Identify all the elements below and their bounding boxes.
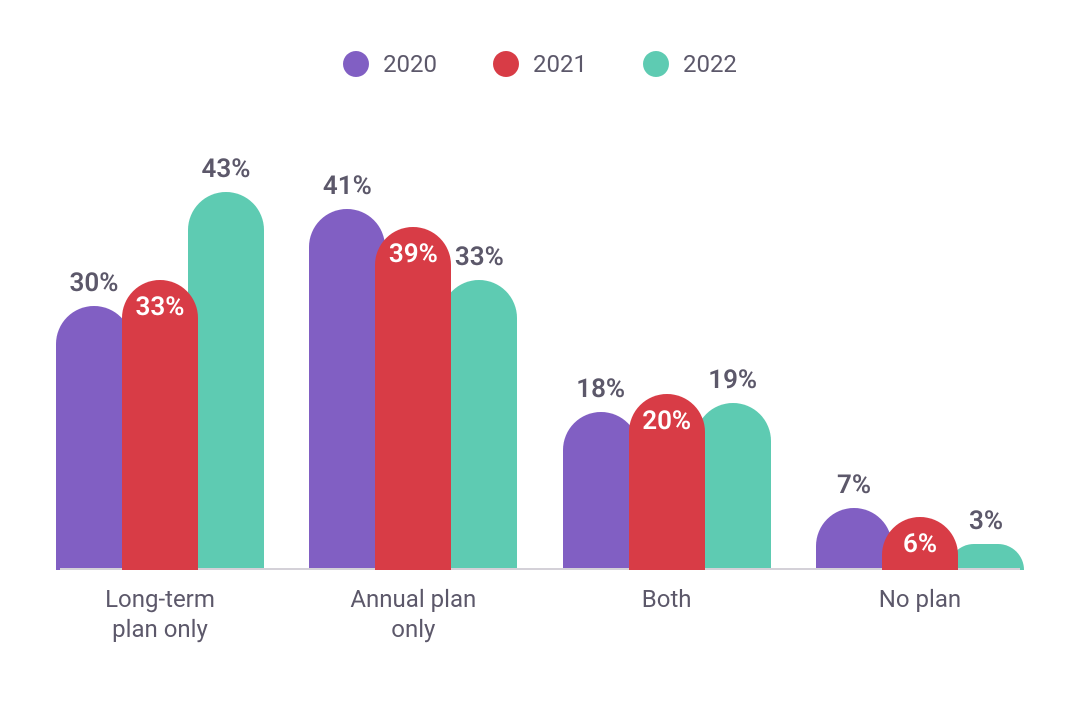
plot-area: 30%33%43%41%39%33%18%20%19%7%6%3% — [60, 130, 1020, 570]
legend: 2020 2021 2022 — [0, 50, 1080, 78]
bar-group: 30% 33% 43% — [60, 130, 260, 570]
baseline — [60, 568, 1020, 570]
x-axis-label: No plan — [820, 584, 1020, 644]
legend-item: 2020 — [343, 50, 437, 78]
x-axis-label: Both — [567, 584, 767, 644]
bar-value-label: 39% — [389, 239, 438, 269]
bar-value-label: 6% — [903, 529, 937, 559]
legend-label: 2022 — [683, 50, 737, 78]
legend-item: 2022 — [643, 50, 737, 78]
bar-value-label: 7% — [837, 470, 871, 500]
bar-group: 41% 39% 33% — [313, 130, 513, 570]
bar: 39% — [375, 227, 451, 570]
bar-group: 18% 20% 19% — [567, 130, 767, 570]
bar: 33% — [122, 280, 198, 570]
x-axis-labels: Long-term plan only Annual plan only Both N… — [60, 584, 1020, 644]
x-axis-label: Annual plan only — [313, 584, 513, 644]
bar: 19% — [695, 403, 771, 570]
legend-swatch — [493, 51, 519, 77]
bar: 30% — [56, 306, 132, 570]
bar-value-label: 41% — [323, 171, 372, 201]
chart-container: 202020212022 30%33%43%41%39%33%18%20%19%… — [0, 0, 1080, 720]
bar-value-label: 33% — [455, 242, 504, 272]
bar-value-label: 20% — [642, 406, 691, 436]
legend-label: 2021 — [533, 50, 587, 78]
legend-label: 2020 — [383, 50, 437, 78]
bar: 7% — [816, 508, 892, 570]
bar: 20% — [629, 394, 705, 570]
bar-value-label: 33% — [136, 292, 185, 322]
bar: 6% — [882, 517, 958, 570]
bar-value-label: 43% — [202, 154, 251, 184]
bar: 18% — [563, 412, 639, 570]
bar-value-label: 30% — [70, 268, 119, 298]
bar-value-label: 19% — [708, 365, 757, 395]
x-axis-label: Long-term plan only — [60, 584, 260, 644]
bar: 3% — [948, 544, 1024, 570]
bar-group: 7% 6% 3% — [820, 130, 1020, 570]
legend-item: 2021 — [493, 50, 587, 78]
bar-value-label: 18% — [576, 374, 625, 404]
bar: 41% — [309, 209, 385, 570]
legend-swatch — [643, 51, 669, 77]
bar: 33% — [441, 280, 517, 570]
bar-value-label: 3% — [969, 506, 1003, 536]
legend-swatch — [343, 51, 369, 77]
bar: 43% — [188, 192, 264, 570]
